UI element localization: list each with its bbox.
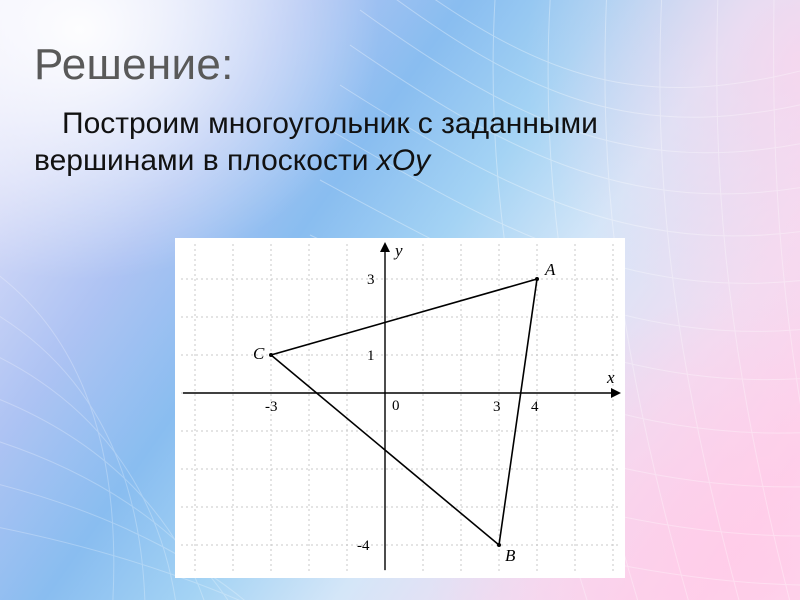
x-tick: -3 [265,399,278,415]
grid [181,244,619,572]
y-tick: -4 [357,538,370,554]
title: Решение: [34,40,234,90]
slide: Решение: Построим многоугольник с заданн… [0,0,800,600]
origin-label: 0 [392,398,400,414]
coordinate-figure: x y 0 -3 3 4 1 3 -4 A B C [175,238,625,578]
tick-labels: -3 3 4 1 3 -4 [265,272,539,554]
x-tick: 4 [531,399,539,415]
body-text: Построим многоугольник с заданными верши… [34,106,760,179]
y-tick: 1 [367,348,375,364]
x-tick: 3 [493,399,501,415]
body-prefix: Построим многоугольник с заданными верши… [34,107,598,177]
x-axis-label: x [606,368,615,387]
axes: x y 0 [183,241,621,570]
plane-name: xOy [377,144,430,177]
vertex-label: B [505,546,516,565]
y-tick: 3 [367,272,375,288]
triangle: A B C [253,260,556,565]
coordinate-svg: x y 0 -3 3 4 1 3 -4 A B C [175,238,625,578]
vertex-label: C [253,344,265,363]
y-axis-label: y [393,241,403,260]
vertex-label: A [544,260,556,279]
